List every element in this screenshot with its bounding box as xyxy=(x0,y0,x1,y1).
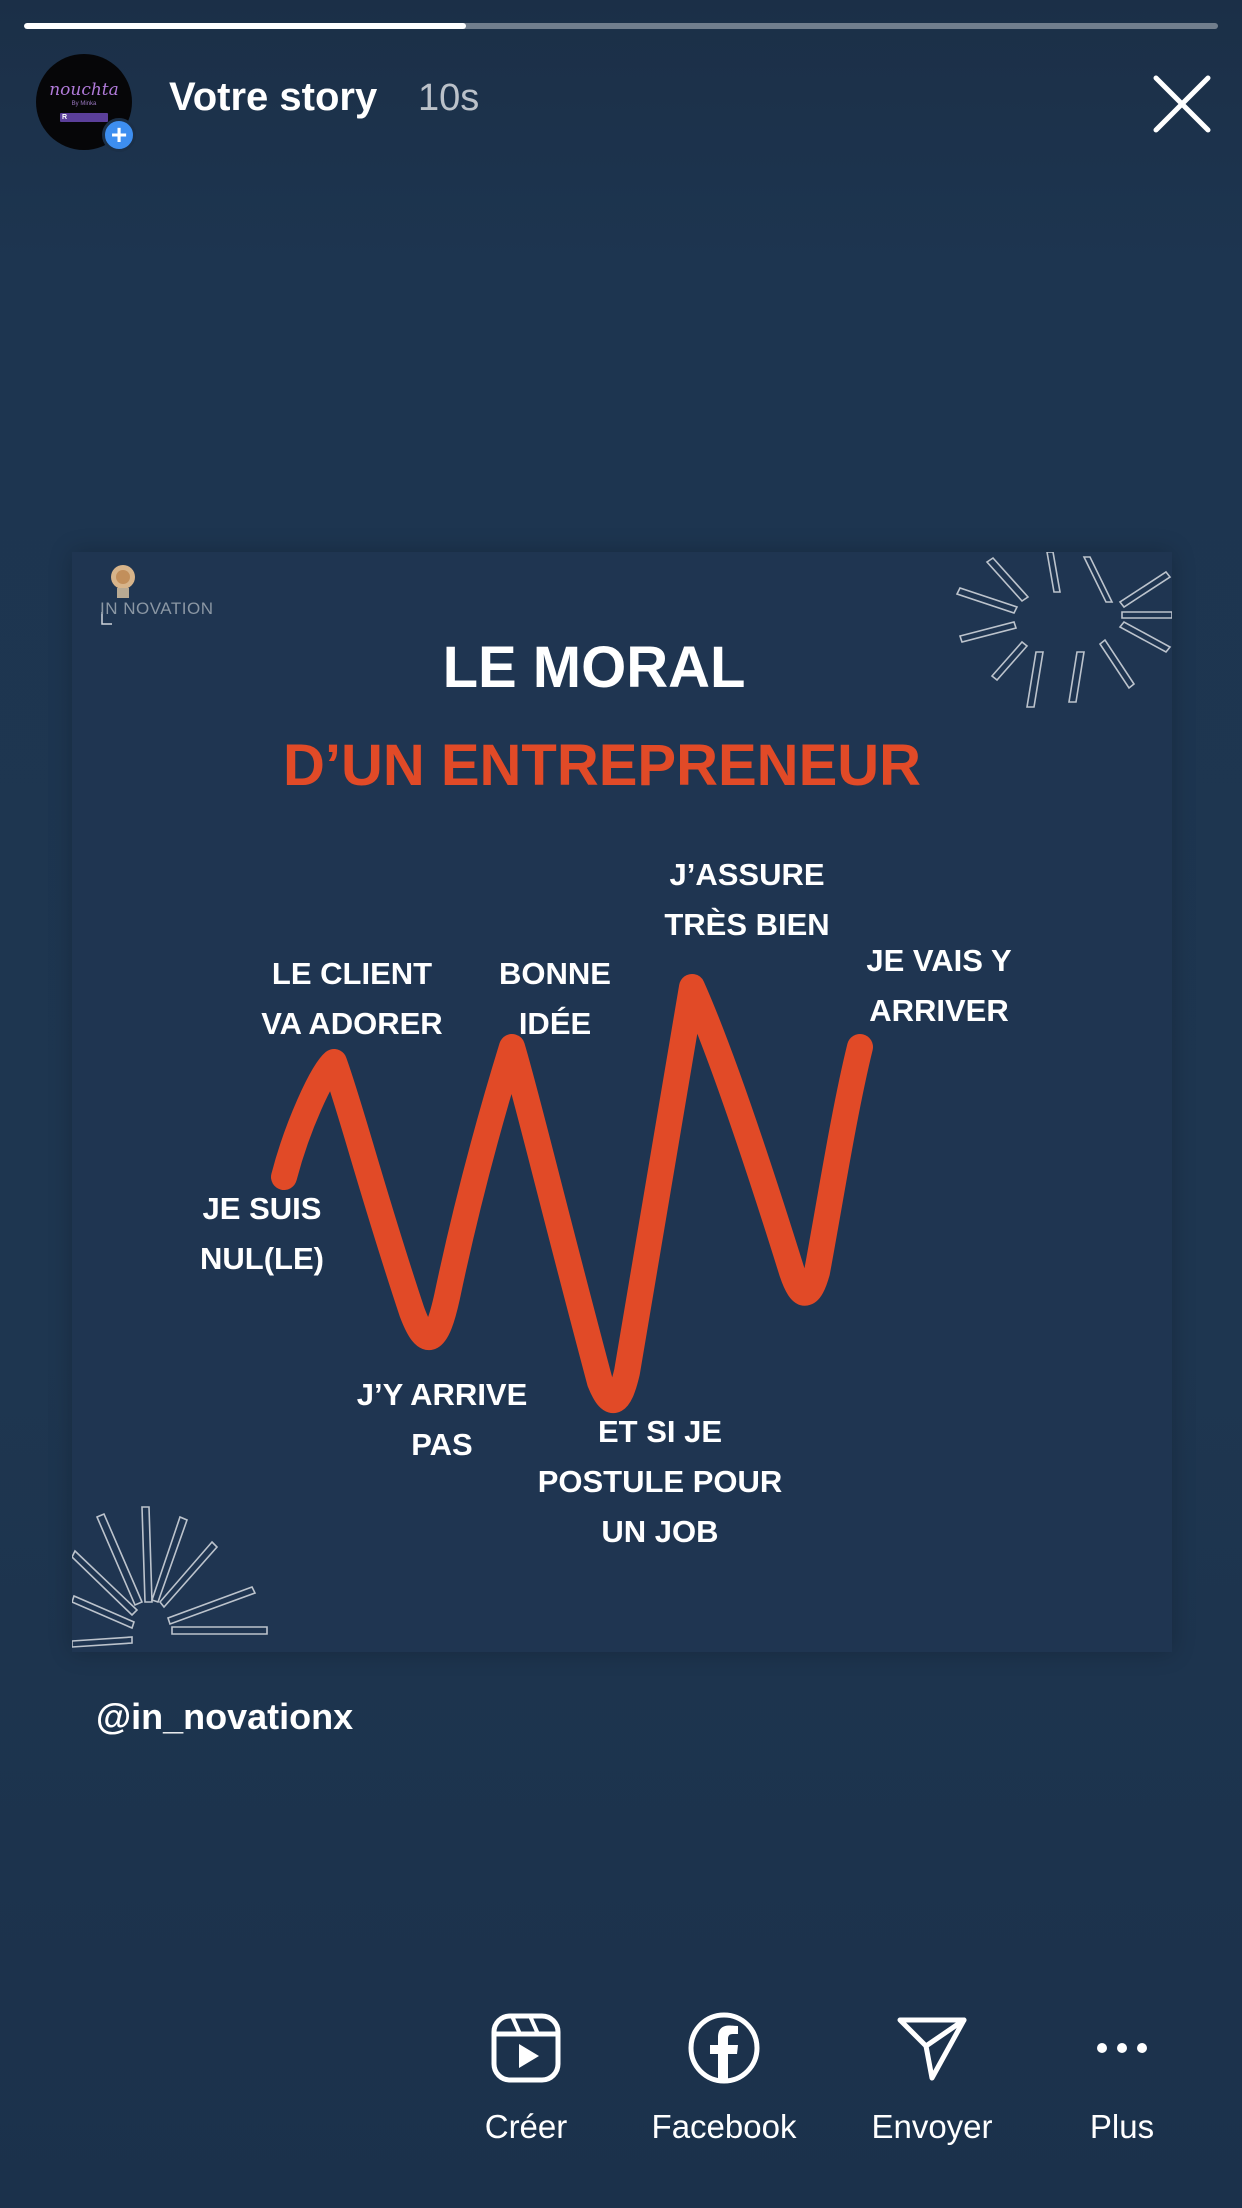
story-progress-bar xyxy=(24,23,1218,29)
label-line: POSTULE POUR xyxy=(537,1464,783,1499)
mention-sticker[interactable]: @in_novationx xyxy=(96,1696,354,1737)
avatar-subtitle: By Minka xyxy=(71,101,97,107)
more-label: Plus xyxy=(1089,2108,1155,2145)
label-line: ARRIVER xyxy=(869,993,1009,1028)
label-line: JE SUIS xyxy=(202,1191,322,1226)
story-progress-fill xyxy=(24,23,466,29)
label-line: J’Y ARRIVE xyxy=(356,1377,528,1412)
story-post-image[interactable]: IN NOVATION LE MORAL D’UN ENTREPRENEUR J… xyxy=(72,552,1172,1652)
sunburst-decoration-top xyxy=(955,552,1172,708)
avatar[interactable]: nouchta By Minka R + xyxy=(36,54,136,152)
post-title: LE MORAL xyxy=(442,635,746,700)
label-line: LE CLIENT xyxy=(271,956,433,991)
label-le-client-va-adorer: LE CLIENT VA ADORER xyxy=(232,949,472,1049)
label-et-si-je-postule: ET SI JE POSTULE POUR UN JOB xyxy=(522,1407,798,1557)
more-icon xyxy=(1097,2043,1147,2053)
lightbulb-icon xyxy=(101,565,135,625)
facebook-share-button[interactable]: Facebook xyxy=(629,2008,819,2158)
avatar-brand: nouchta xyxy=(49,80,119,100)
send-button[interactable]: Envoyer xyxy=(837,2008,1027,2158)
create-label: Créer xyxy=(484,2108,568,2145)
brand-logo: IN NOVATION xyxy=(100,599,214,618)
label-line: ET SI JE xyxy=(597,1414,723,1449)
close-button[interactable] xyxy=(1146,68,1218,140)
create-button[interactable]: Créer xyxy=(431,2008,621,2158)
send-label: Envoyer xyxy=(871,2108,993,2145)
post-graphics xyxy=(72,552,1172,1648)
story-title: Votre story xyxy=(169,75,378,119)
label-line: UN JOB xyxy=(601,1514,719,1549)
facebook-icon xyxy=(688,2012,760,2084)
label-line: J’ASSURE xyxy=(669,857,825,892)
label-line: JE VAIS Y xyxy=(866,943,1012,978)
label-j-y-arrive-pas: J’Y ARRIVE PAS xyxy=(322,1370,562,1470)
mood-wave-line xyxy=(271,974,873,1414)
avatar-badge-bar: R xyxy=(60,113,108,122)
sunburst-decoration-bottom xyxy=(72,1506,268,1648)
reels-icon xyxy=(491,2013,561,2083)
story-timestamp: 10s xyxy=(418,77,480,119)
label-je-suis-nul: JE SUIS NUL(LE) xyxy=(187,1184,337,1284)
label-line: TRÈS BIEN xyxy=(664,907,830,942)
send-icon xyxy=(897,2017,967,2081)
label-line: PAS xyxy=(411,1427,473,1462)
post-subtitle: D’UN ENTREPRENEUR xyxy=(282,733,922,798)
label-bonne-idee: BONNE IDÉE xyxy=(480,949,630,1049)
label-j-assure-tres-bien: J’ASSURE TRÈS BIEN xyxy=(632,850,862,950)
label-line: BONNE xyxy=(499,956,611,991)
label-je-vais-y-arriver: JE VAIS Y ARRIVER xyxy=(824,936,1054,1036)
facebook-label: Facebook xyxy=(651,2108,797,2145)
more-button[interactable]: Plus xyxy=(1027,2008,1217,2158)
avatar-mark: R xyxy=(62,114,68,121)
label-line: NUL(LE) xyxy=(200,1241,324,1276)
label-line: IDÉE xyxy=(518,1006,592,1041)
label-line: VA ADORER xyxy=(261,1006,443,1041)
add-story-icon[interactable]: + xyxy=(102,118,136,152)
close-icon xyxy=(1153,75,1211,133)
